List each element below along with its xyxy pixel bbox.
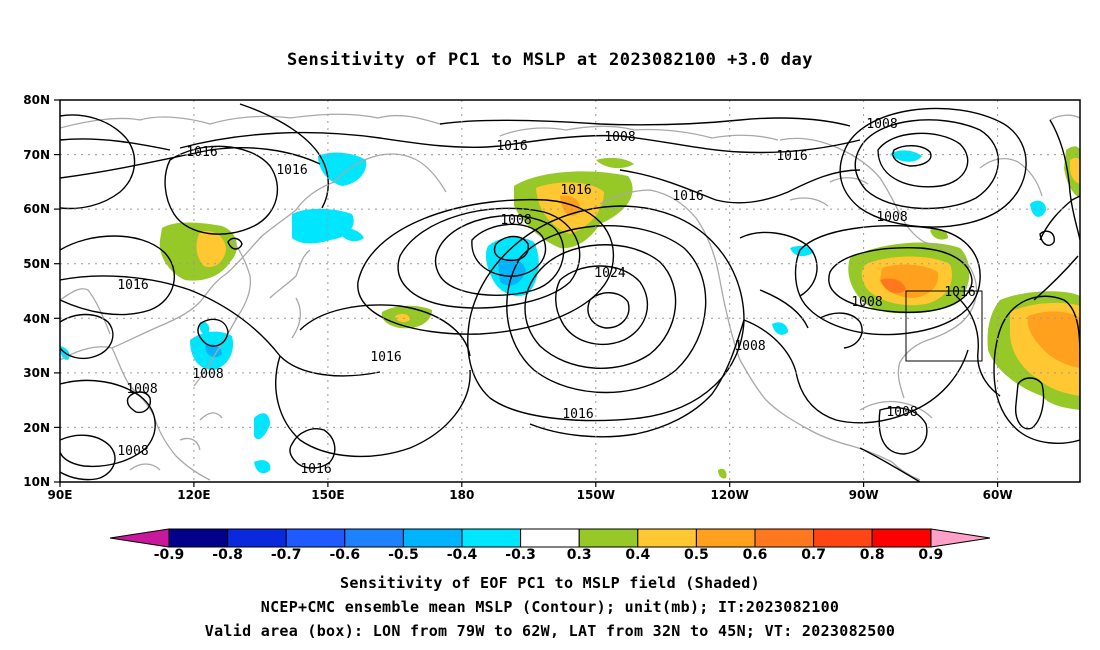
colorbar-bin xyxy=(520,528,580,548)
contour-label: 1016 xyxy=(117,278,148,293)
lat-tick-label: 40N xyxy=(23,312,50,326)
colorbar-bin xyxy=(461,528,522,548)
colorbar-label: 0.6 xyxy=(743,547,768,563)
shade-hudson-negative xyxy=(890,150,922,162)
contour-label: 1016 xyxy=(370,350,401,365)
lon-tick-label: 90W xyxy=(849,488,879,502)
contour-label: 1016 xyxy=(562,407,593,422)
colorbar-label: 0.5 xyxy=(684,547,709,563)
colorbar-bin xyxy=(285,528,346,548)
footer-line-3: Valid area (box): LON from 79W to 62W, L… xyxy=(204,622,896,640)
colorbar-bin xyxy=(168,528,229,548)
footer-line-2: NCEP+CMC ensemble mean MSLP (Contour); u… xyxy=(260,598,840,616)
colorbar-bin xyxy=(402,528,463,548)
coastlines xyxy=(60,113,1080,481)
valid-area-box xyxy=(905,290,983,362)
colorbar-bin xyxy=(637,528,697,548)
colorbar-bin xyxy=(813,528,873,548)
map-border xyxy=(59,99,1081,483)
lat-tick-label: 60N xyxy=(23,202,50,216)
colorbar-max-triangle xyxy=(930,528,991,548)
sensitivity-shading xyxy=(60,146,1080,479)
contour-label: 1008 xyxy=(117,444,148,459)
contour-label: 1016 xyxy=(186,145,217,160)
lon-tick-label: 180 xyxy=(449,488,474,502)
contour-label: 1016 xyxy=(944,285,975,300)
lat-tick-label: 50N xyxy=(23,257,50,271)
gridlines xyxy=(60,100,1080,482)
lon-tick-label: 120E xyxy=(177,488,210,502)
colorbar-bin xyxy=(871,528,932,548)
contour-label: 1024 xyxy=(594,266,625,281)
shade-okhotsk-negative xyxy=(318,152,367,186)
contour-label: 1008 xyxy=(126,382,157,397)
colorbar-label: -0.8 xyxy=(212,547,243,563)
contour-label: 1008 xyxy=(886,405,917,420)
lat-tick-label: 10N xyxy=(23,475,50,489)
contour-label: 1016 xyxy=(276,163,307,178)
map-title: Sensitivity of PC1 to MSLP at 2023082100… xyxy=(286,50,813,70)
contour-label: 1008 xyxy=(851,295,882,310)
colorbar-label: -0.5 xyxy=(388,547,419,563)
contour-label: 1008 xyxy=(866,117,897,132)
lat-tick-label: 70N xyxy=(23,148,50,162)
lat-tick-label: 80N xyxy=(23,93,50,107)
contour-label: 1016 xyxy=(672,189,703,204)
contour-label: 1008 xyxy=(192,367,223,382)
colorbar-label: -0.7 xyxy=(271,547,302,563)
colorbar-label: 0.3 xyxy=(567,547,592,563)
contour-label: 1008 xyxy=(876,210,907,225)
contour-label: 1016 xyxy=(300,462,331,477)
longitude-labels: 90E 120E 150E 180 150W 120W 90W 60W xyxy=(48,488,1013,502)
latitude-labels: 80N 70N 60N 50N 40N 30N 20N 10N xyxy=(23,93,50,489)
axis-ticks xyxy=(54,99,999,487)
lon-tick-label: 120W xyxy=(711,488,749,502)
colorbar-label: -0.6 xyxy=(329,547,360,563)
contour-label: 1008 xyxy=(500,213,531,228)
colorbar-bin xyxy=(344,528,404,548)
colorbar-label: 0.4 xyxy=(625,547,650,563)
colorbar-label: 0.7 xyxy=(801,547,826,563)
lon-tick-label: 90E xyxy=(48,488,73,502)
lon-tick-label: 60W xyxy=(983,488,1013,502)
footer-line-1: Sensitivity of EOF PC1 to MSLP field (Sh… xyxy=(340,574,760,592)
colorbar-label: -0.9 xyxy=(154,547,185,563)
colorbar-bin xyxy=(578,528,639,548)
colorbar-label: 0.9 xyxy=(918,547,943,563)
contour-label: 1008 xyxy=(604,130,635,145)
contour-label: 1016 xyxy=(776,149,807,164)
contour-label: 1008 xyxy=(734,339,765,354)
contour-label: 1016 xyxy=(496,139,527,154)
colorbar-min-triangle xyxy=(109,528,170,548)
lon-tick-label: 150W xyxy=(577,488,615,502)
colorbar-label: -0.3 xyxy=(505,547,536,563)
contour-labels: 1008 1016 1016 1016 1016 1016 1008 1016 … xyxy=(117,117,975,477)
colorbar-bin xyxy=(227,528,287,548)
colorbar-bin xyxy=(695,528,756,548)
colorbar-label: 0.8 xyxy=(860,547,885,563)
lon-tick-label: 150E xyxy=(311,488,344,502)
lat-tick-label: 20N xyxy=(23,421,50,435)
colorbar-bin xyxy=(754,528,815,548)
colorbar: -0.9 -0.8 -0.7 -0.6 -0.5 -0.4 -0.3 0.3 0.4 0.5 0.6… xyxy=(109,528,991,563)
contour-label: 1016 xyxy=(560,183,591,198)
mslp-contours xyxy=(60,103,1080,482)
lat-tick-label: 30N xyxy=(23,366,50,380)
colorbar-label: -0.4 xyxy=(447,547,478,563)
